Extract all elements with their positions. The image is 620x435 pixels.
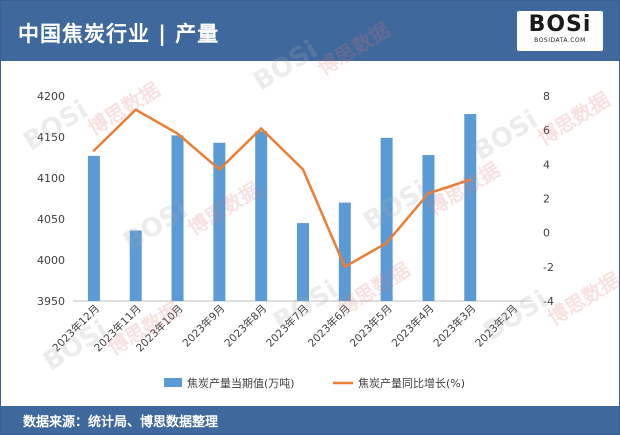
x-tick-label: 2023年7月 [263, 302, 311, 350]
y-left-tick-label: 3950 [37, 295, 65, 308]
page-title: 中国焦炭行业 | 产量 [18, 22, 220, 46]
y-left-tick-label: 4150 [37, 131, 65, 144]
y-right-tick-label: 2 [543, 193, 550, 206]
y-right-tick-label: -4 [543, 295, 554, 308]
logo-text: BOSi [528, 12, 592, 37]
y-left-tick-label: 4100 [37, 172, 65, 185]
y-right-tick-label: 8 [543, 90, 550, 103]
bar [255, 131, 268, 301]
bar [464, 114, 477, 301]
x-tick-label: 2023年6月 [305, 302, 353, 350]
x-tick-label: 2023年9月 [180, 302, 228, 350]
line-point [301, 168, 305, 171]
y-left-tick-label: 4050 [37, 213, 65, 226]
x-tick-label: 2023年8月 [222, 302, 270, 350]
line-point [259, 127, 263, 130]
growth-line [93, 108, 471, 269]
line-point [92, 149, 96, 152]
bar [213, 142, 226, 301]
legend-label-bar: 焦炭产量当期值(万吨) [187, 376, 295, 390]
logo-subtext: BOSIDATA.COM [534, 37, 586, 44]
line-point [427, 192, 430, 195]
bar [297, 223, 309, 301]
x-tick-label: 2023年4月 [389, 302, 437, 350]
bar [422, 155, 435, 301]
y-right-tick-label: 6 [543, 124, 550, 137]
y-right-tick-label: -2 [543, 261, 554, 274]
data-source: 数据来源：统计局、博思数据整理 [23, 415, 219, 430]
line-point [469, 178, 472, 181]
bar [338, 202, 351, 301]
y-right-tick-label: 4 [543, 158, 550, 171]
bar [171, 135, 184, 301]
bar [380, 137, 393, 301]
line-point [385, 241, 388, 245]
bar [87, 155, 100, 301]
y-left-tick-label: 4000 [37, 254, 65, 267]
legend-swatch-bar [164, 378, 182, 387]
line-point [176, 132, 179, 135]
footer-bar: 数据来源：统计局、博思数据整理 [1, 406, 619, 434]
bar [129, 230, 142, 301]
y-left-tick-label: 4200 [37, 90, 65, 103]
combo-chart: 395040004050410041504200-4-2024682023年12… [37, 90, 554, 390]
header-bar: 中国焦炭行业 | 产量 BOSi BOSIDATA.COM [1, 1, 619, 61]
brand-logo: BOSi BOSIDATA.COM [517, 11, 603, 51]
y-right-tick-label: 0 [543, 227, 550, 240]
x-tick-label: 2023年3月 [431, 302, 479, 350]
line-point [343, 265, 347, 269]
legend-label-line: 焦炭产量同比增长(%) [358, 376, 465, 390]
line-point [218, 168, 221, 171]
x-tick-label: 2023年5月 [347, 302, 395, 350]
x-tick-label: 2023年2月 [473, 302, 521, 350]
line-point [134, 108, 137, 111]
